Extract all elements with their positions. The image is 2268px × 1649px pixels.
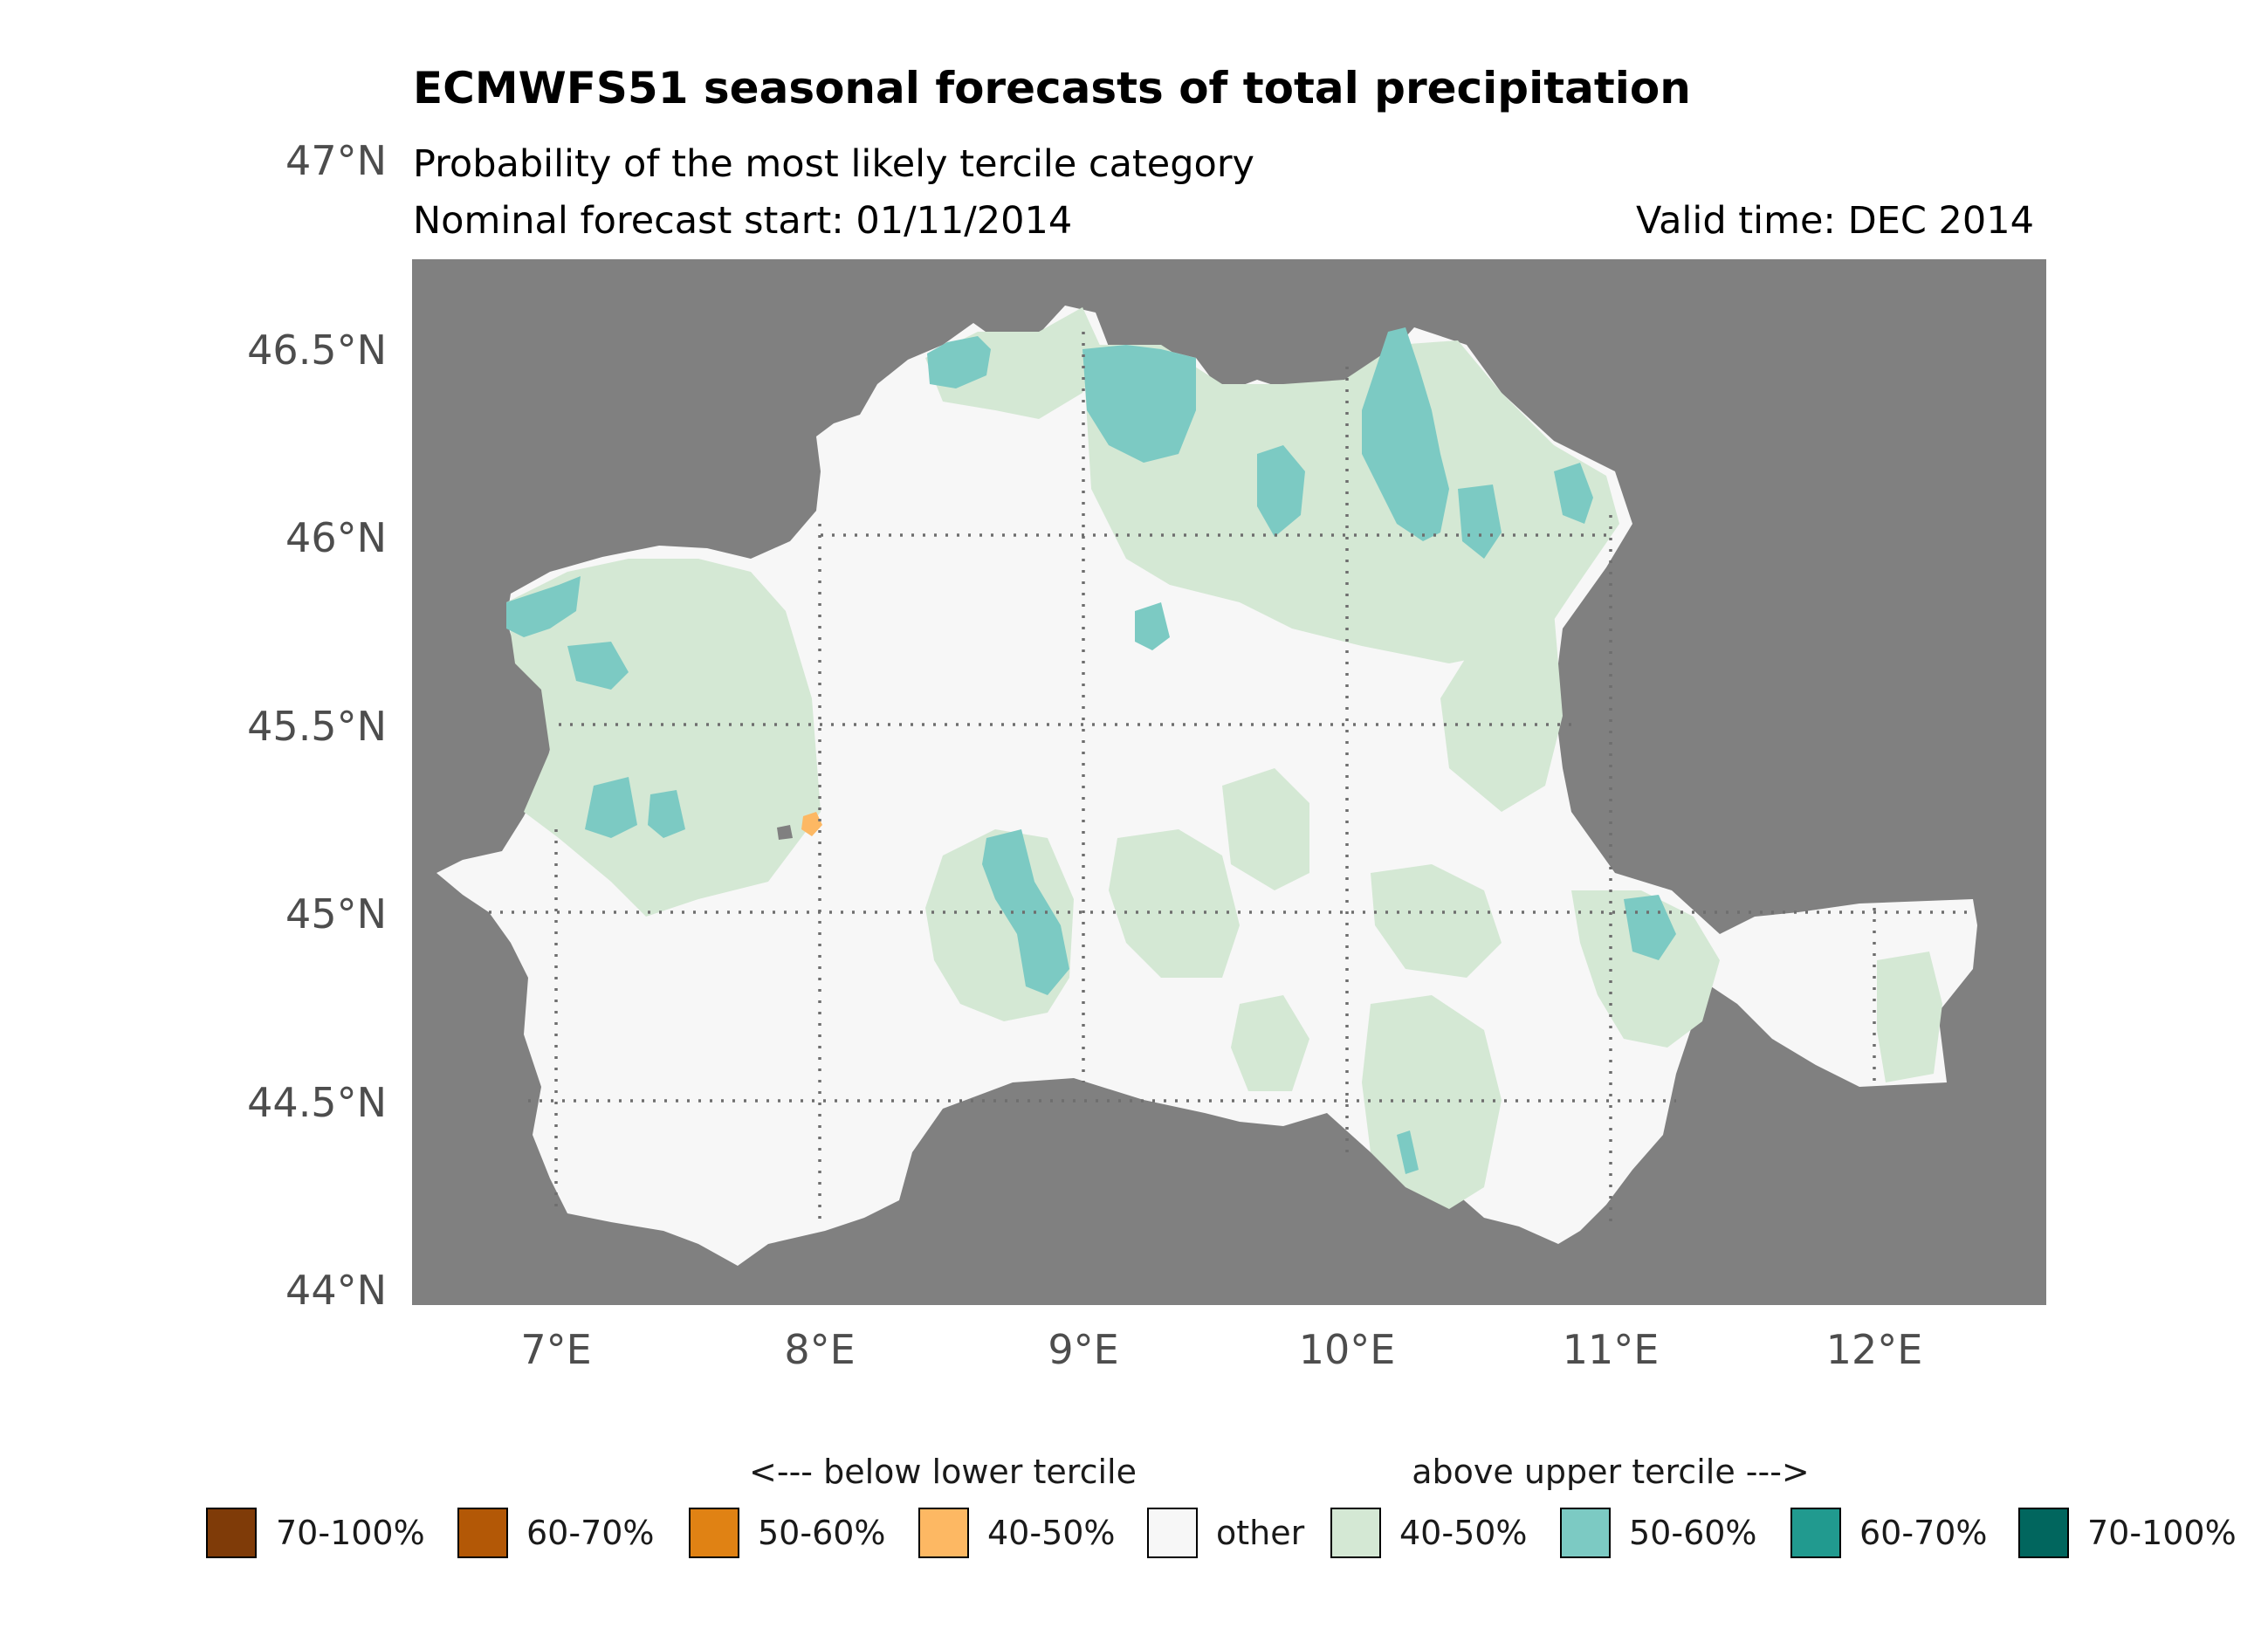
legend-swatch-below-50-60	[689, 1508, 739, 1558]
legend-label-above-70-100: 70-100%	[2087, 1514, 2237, 1552]
legend-above-label: above upper tercile --->	[1412, 1453, 1810, 1491]
legend-label-below-40-50: 40-50%	[987, 1514, 1116, 1552]
legend-swatch-above-40-50	[1330, 1508, 1381, 1558]
legend-swatch-below-60-70	[457, 1508, 508, 1558]
lat-tick-45: 45°N	[285, 890, 387, 938]
legend-label-below-60-70: 60-70%	[526, 1514, 655, 1552]
graticule	[489, 332, 1973, 1222]
map-subtitle: Probability of the most likely tercile c…	[413, 142, 1254, 186]
lon-tick-11: 11°E	[1563, 1326, 1660, 1373]
lat-tick-46-5: 46.5°N	[247, 326, 387, 374]
lat-tick-46: 46°N	[285, 514, 387, 561]
above-50-60-areas	[506, 327, 1676, 1174]
legend-swatch-below-70-100	[206, 1508, 257, 1558]
forecast-start-label: Nominal forecast start: 01/11/2014	[413, 199, 1072, 243]
legend-swatch-above-50-60	[1560, 1508, 1611, 1558]
map-panel	[412, 259, 2046, 1305]
legend-swatch-above-70-100	[2018, 1508, 2069, 1558]
legend-label-above-40-50: 40-50%	[1399, 1514, 1528, 1552]
legend-swatch-other	[1147, 1508, 1198, 1558]
legend-label-above-60-70: 60-70%	[1859, 1514, 1988, 1552]
lon-tick-8: 8°E	[784, 1326, 855, 1373]
legend: <--- below lower tercile above upper ter…	[206, 1453, 2237, 1558]
legend-swatch-above-60-70	[1790, 1508, 1841, 1558]
lat-tick-47: 47°N	[285, 137, 387, 184]
valid-time-label: Valid time: DEC 2014	[1636, 199, 2034, 243]
legend-label-below-70-100: 70-100%	[276, 1514, 425, 1552]
lat-tick-45-5: 45.5°N	[247, 703, 387, 750]
grey-patch	[777, 825, 793, 840]
legend-label-below-50-60: 50-60%	[758, 1514, 886, 1552]
lon-tick-12: 12°E	[1826, 1326, 1923, 1373]
lon-tick-10: 10°E	[1299, 1326, 1396, 1373]
map-title: ECMWFS51 seasonal forecasts of total pre…	[413, 63, 1691, 113]
legend-swatch-below-40-50	[918, 1508, 969, 1558]
legend-label-other: other	[1216, 1514, 1305, 1552]
lon-tick-9: 9°E	[1048, 1326, 1118, 1373]
below-40-50-areas	[801, 812, 822, 836]
legend-label-above-50-60: 50-60%	[1629, 1514, 1757, 1552]
lat-tick-44: 44°N	[285, 1267, 387, 1314]
legend-below-label: <--- below lower tercile	[749, 1453, 1137, 1491]
lat-tick-44-5: 44.5°N	[247, 1079, 387, 1126]
lon-tick-7: 7°E	[520, 1326, 591, 1373]
